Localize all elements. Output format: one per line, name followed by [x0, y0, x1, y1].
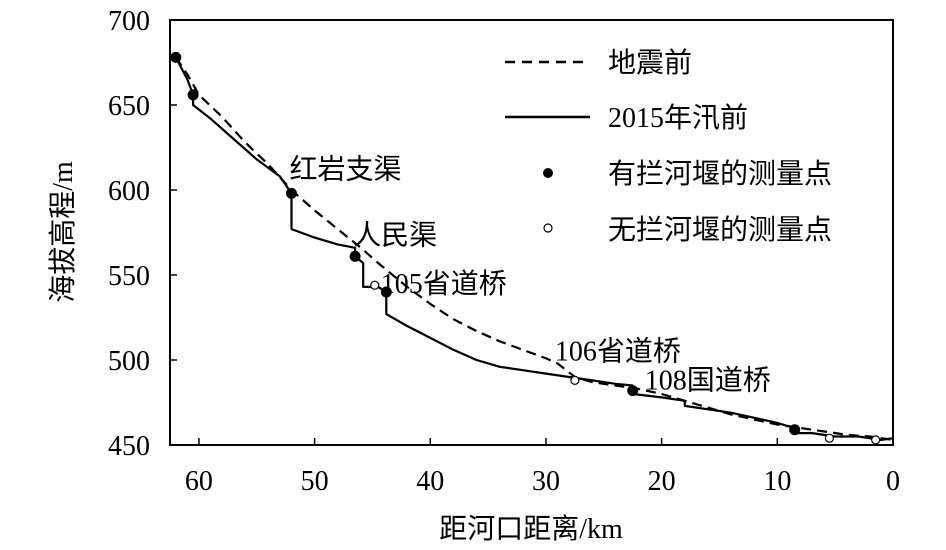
- weir-point: [789, 424, 801, 436]
- points-layer: [170, 51, 881, 445]
- x-axis-ticks: 60 50 40 30 20 10 0: [185, 438, 900, 497]
- y-axis-ticks: 700 650 600 550 500 450: [108, 6, 177, 462]
- legend-filled-dot: [543, 168, 553, 178]
- x-tick-label: 40: [416, 466, 444, 497]
- legend-label-with-weir: 有拦河堰的测量点: [608, 158, 832, 190]
- legend: 地震前 2015年汛前 有拦河堰的测量点 无拦河堰的测量点: [505, 47, 832, 246]
- y-tick-label: 700: [108, 6, 150, 37]
- series-layer: [174, 56, 894, 441]
- y-tick-label: 600: [108, 176, 150, 207]
- series-line-2015: [174, 56, 894, 441]
- weir-point: [187, 89, 199, 101]
- x-tick-label: 60: [185, 466, 213, 497]
- series-line-pre-earthquake: [174, 56, 894, 441]
- legend-label-2015: 2015年汛前: [608, 102, 748, 134]
- no-weir-point: [370, 280, 380, 290]
- x-tick-label: 30: [532, 466, 560, 497]
- annotation-label: 105省道桥: [381, 268, 507, 300]
- no-weir-point: [570, 375, 580, 385]
- no-weir-point: [871, 435, 881, 445]
- annotation-label: 108国道桥: [645, 365, 771, 397]
- legend-open-dot: [543, 223, 553, 233]
- legend-label-pre-earthquake: 地震前: [608, 47, 692, 79]
- annotation-label: 红岩支渠: [289, 153, 401, 185]
- annotation-label: 人民渠: [353, 219, 437, 251]
- weir-point: [349, 250, 361, 262]
- plot-frame: [169, 19, 894, 446]
- legend-label-without-weir: 无拦河堰的测量点: [608, 214, 832, 246]
- x-tick-label: 50: [301, 466, 329, 497]
- y-tick-label: 500: [108, 346, 150, 377]
- weir-point: [380, 286, 392, 298]
- weir-point: [627, 385, 639, 397]
- x-tick-label: 0: [886, 466, 900, 497]
- y-tick-label: 650: [108, 91, 150, 122]
- y-axis-title: 海拔高程/m: [47, 161, 79, 303]
- no-weir-point: [824, 433, 834, 443]
- x-tick-label: 20: [648, 466, 676, 497]
- weir-point: [285, 187, 297, 199]
- annotation-label: 106省道桥: [555, 335, 681, 367]
- y-tick-label: 550: [108, 261, 150, 292]
- x-tick-label: 10: [763, 466, 791, 497]
- y-tick-label: 450: [108, 431, 150, 462]
- x-axis-title: 距河口距离/km: [439, 513, 623, 545]
- weir-point: [170, 51, 182, 63]
